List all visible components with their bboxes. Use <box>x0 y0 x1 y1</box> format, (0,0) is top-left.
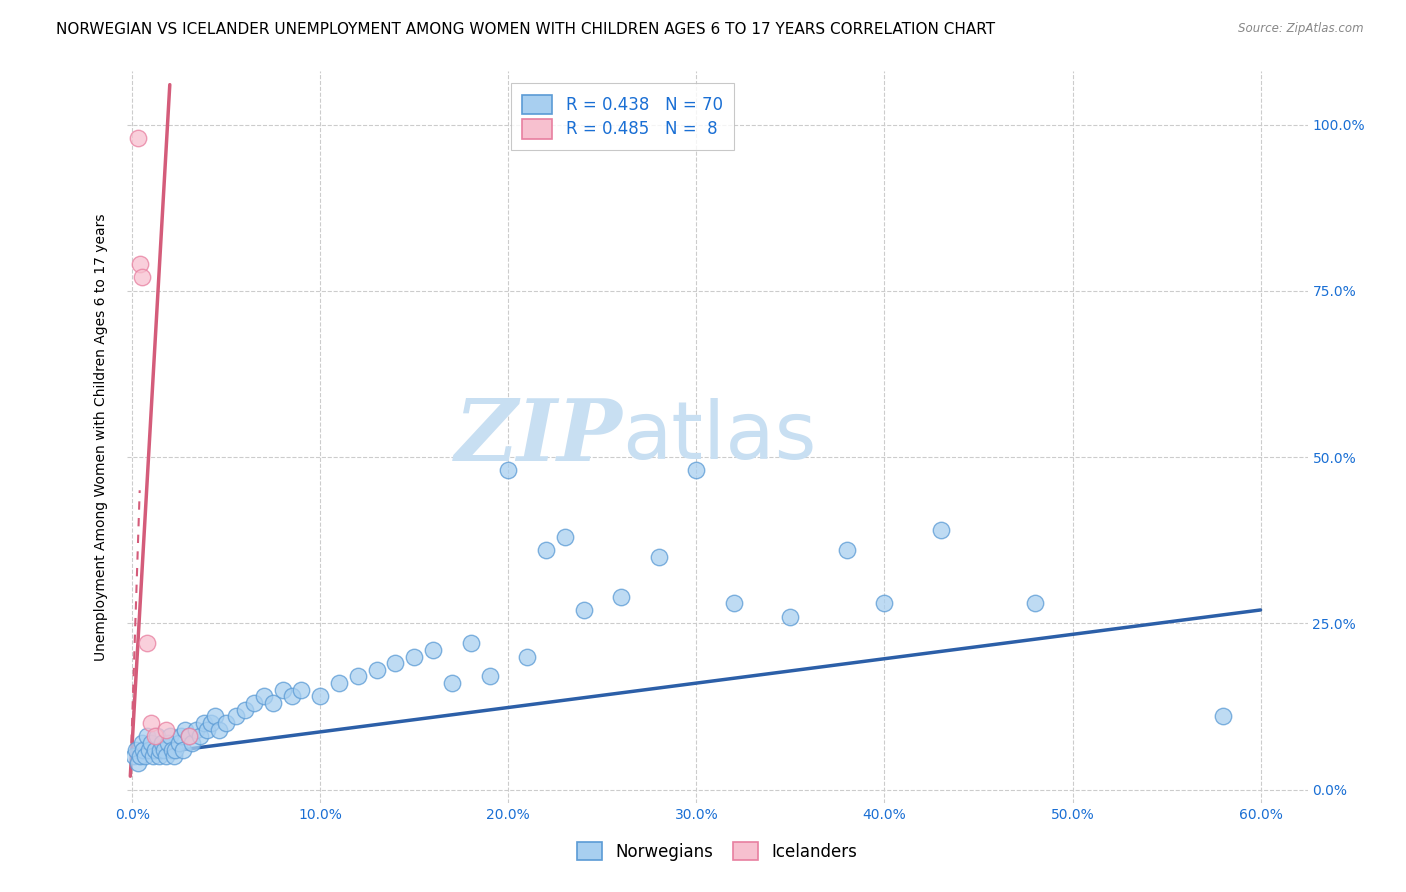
Point <box>271 682 294 697</box>
Point <box>139 736 162 750</box>
Point <box>122 749 145 764</box>
Point <box>262 696 284 710</box>
Point <box>128 257 150 271</box>
Point <box>142 749 165 764</box>
Point <box>143 729 166 743</box>
Point <box>478 669 501 683</box>
Point <box>253 690 276 704</box>
Point <box>162 749 184 764</box>
Point <box>1212 709 1234 723</box>
Point <box>197 723 219 737</box>
Text: atlas: atlas <box>623 398 817 476</box>
Point <box>153 742 176 756</box>
Point <box>440 676 463 690</box>
Point <box>181 736 204 750</box>
Point <box>516 649 538 664</box>
Point <box>150 736 173 750</box>
Point <box>243 696 266 710</box>
Point <box>309 690 332 704</box>
Point <box>723 596 745 610</box>
Point <box>125 742 148 756</box>
Point <box>177 729 200 743</box>
Point <box>200 716 222 731</box>
Point <box>685 463 707 477</box>
Legend: Norwegians, Icelanders: Norwegians, Icelanders <box>571 836 863 868</box>
Point <box>138 742 160 756</box>
Point <box>929 523 952 537</box>
Point <box>572 603 595 617</box>
Point <box>366 663 388 677</box>
Point <box>134 749 156 764</box>
Point <box>835 543 858 558</box>
Point <box>1024 596 1046 610</box>
Point <box>208 723 231 737</box>
Point <box>167 736 190 750</box>
Point <box>143 742 166 756</box>
Point <box>193 716 215 731</box>
Point <box>347 669 370 683</box>
Text: Source: ZipAtlas.com: Source: ZipAtlas.com <box>1239 22 1364 36</box>
Text: ZIP: ZIP <box>454 395 623 479</box>
Point <box>127 756 149 770</box>
Point <box>155 749 177 764</box>
Point <box>384 656 406 670</box>
Point <box>779 609 801 624</box>
Point <box>148 749 170 764</box>
Point <box>156 736 179 750</box>
Point <box>165 742 187 756</box>
Point <box>188 729 211 743</box>
Point <box>225 709 247 723</box>
Point <box>215 716 238 731</box>
Point <box>136 636 159 650</box>
Point <box>159 729 181 743</box>
Point <box>132 742 155 756</box>
Point <box>170 729 193 743</box>
Point <box>498 463 520 477</box>
Point <box>128 749 150 764</box>
Point <box>160 742 183 756</box>
Point <box>610 590 633 604</box>
Point <box>149 742 172 756</box>
Point <box>204 709 226 723</box>
Point <box>534 543 557 558</box>
Point <box>155 723 177 737</box>
Point <box>648 549 671 564</box>
Text: NORWEGIAN VS ICELANDER UNEMPLOYMENT AMONG WOMEN WITH CHILDREN AGES 6 TO 17 YEARS: NORWEGIAN VS ICELANDER UNEMPLOYMENT AMON… <box>56 22 995 37</box>
Point <box>136 729 159 743</box>
Point <box>281 690 304 704</box>
Point <box>127 131 149 145</box>
Point <box>173 723 195 737</box>
Point <box>422 643 444 657</box>
Point <box>145 729 167 743</box>
Point <box>290 682 312 697</box>
Point <box>139 716 162 731</box>
Point <box>873 596 896 610</box>
Point <box>233 703 256 717</box>
Point <box>172 742 194 756</box>
Point <box>554 530 576 544</box>
Point <box>404 649 426 664</box>
Point <box>328 676 350 690</box>
Point <box>131 736 153 750</box>
Point <box>460 636 482 650</box>
Y-axis label: Unemployment Among Women with Children Ages 6 to 17 years: Unemployment Among Women with Children A… <box>94 213 108 661</box>
Point <box>131 270 153 285</box>
Point <box>184 723 207 737</box>
Point <box>177 729 200 743</box>
